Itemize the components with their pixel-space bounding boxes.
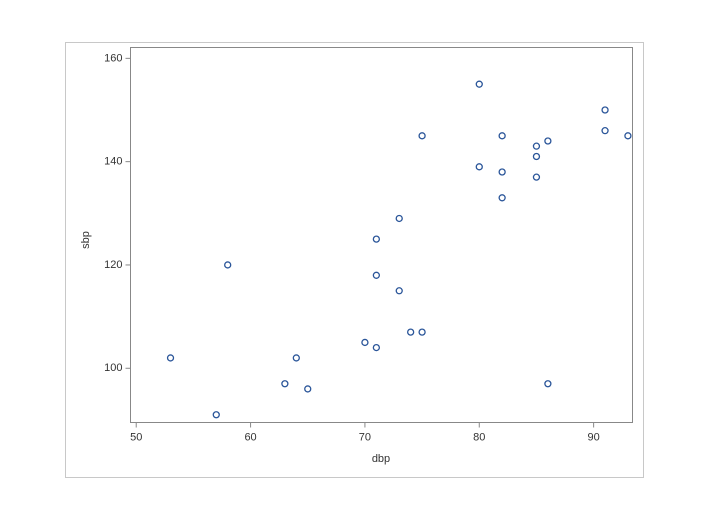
point	[372, 235, 381, 243]
point	[601, 106, 609, 114]
point	[361, 338, 369, 347]
x-tick-label: 70	[359, 431, 371, 443]
y-tick-label: 120	[104, 259, 122, 271]
point	[624, 132, 632, 140]
point	[498, 168, 506, 176]
y-tick-label: 100	[104, 362, 122, 374]
y-axis-label: sbp	[80, 231, 92, 249]
point	[395, 287, 403, 295]
x-tick-label: 50	[130, 431, 142, 443]
point	[532, 173, 541, 181]
point	[166, 354, 175, 362]
point	[475, 80, 483, 88]
x-tick-label: 80	[473, 431, 485, 443]
point	[532, 152, 541, 161]
x-tick-label: 60	[244, 431, 256, 443]
point	[395, 214, 403, 223]
point	[407, 328, 415, 336]
y-tick-label: 140	[104, 156, 122, 168]
point	[372, 271, 381, 279]
point	[601, 127, 609, 135]
plot-area	[130, 47, 633, 423]
x-axis-label: dbp	[372, 453, 390, 465]
point	[498, 194, 506, 202]
point	[544, 137, 552, 145]
point	[292, 354, 300, 362]
point	[498, 132, 506, 140]
point	[475, 163, 483, 171]
point	[418, 328, 426, 336]
point	[544, 380, 552, 388]
point	[304, 385, 312, 393]
y-tick-label: 160	[104, 52, 122, 64]
point	[418, 132, 426, 140]
point	[281, 380, 289, 388]
point	[224, 261, 232, 269]
point	[212, 411, 220, 419]
x-tick-label: 90	[587, 431, 599, 443]
point	[372, 343, 381, 352]
point	[532, 142, 541, 150]
